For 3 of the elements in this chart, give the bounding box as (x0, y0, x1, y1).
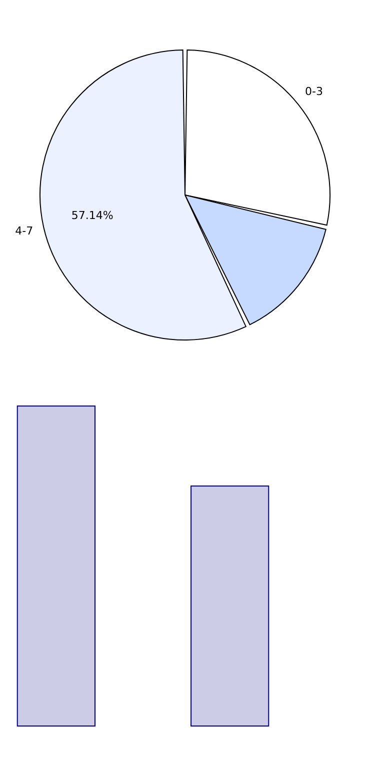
data-label: 57.14% (71, 209, 114, 222)
slice-label: 0-3 (305, 85, 323, 98)
slice-label: 4-7 (15, 224, 34, 238)
